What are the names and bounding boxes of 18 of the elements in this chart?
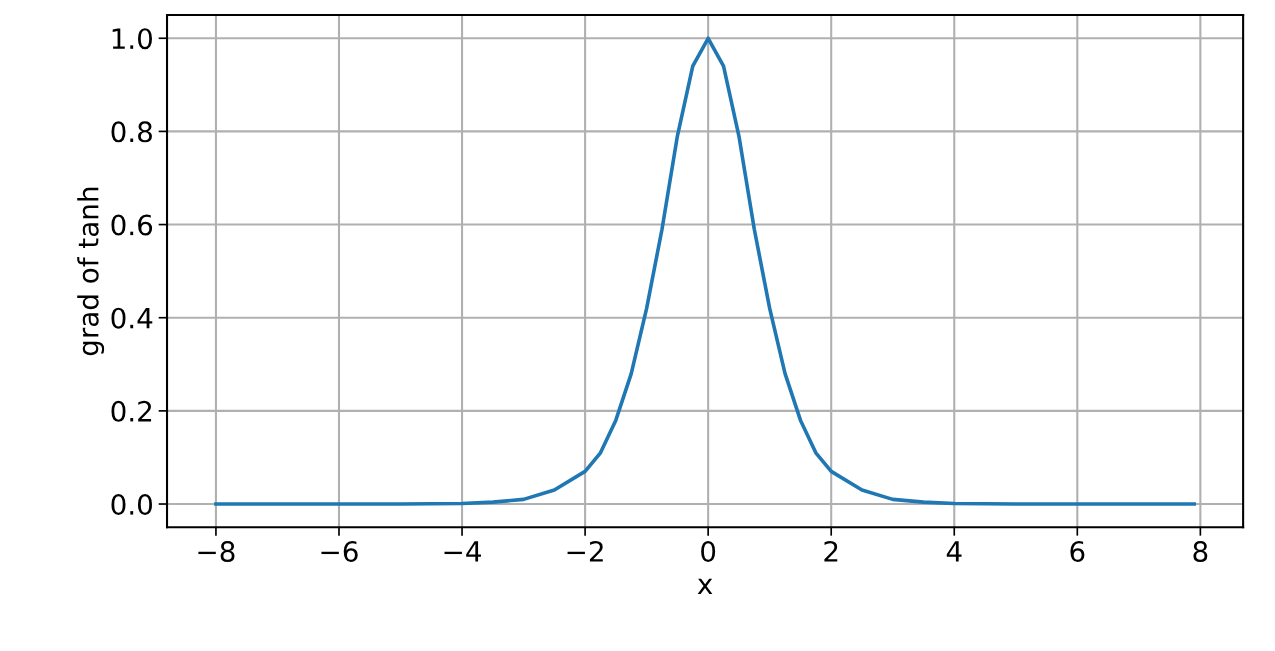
- x-tick-label: −6: [321, 540, 358, 563]
- x-tick-label: 6: [1070, 540, 1085, 563]
- y-tick-label: 0.6: [111, 214, 153, 236]
- x-tick-label: 8: [1193, 540, 1208, 563]
- y-tick-label: 0.2: [111, 400, 152, 422]
- x-tick-label: 0: [701, 540, 716, 563]
- y-axis-title: grad of tanh: [77, 187, 105, 356]
- x-tick-label: −8: [198, 540, 235, 563]
- x-axis-title: x: [697, 578, 713, 595]
- x-tick-label: 2: [824, 540, 838, 562]
- x-tick-label: −2: [567, 540, 603, 562]
- line-series: [214, 36, 1197, 506]
- y-tick-label: 0.0: [111, 493, 152, 515]
- y-tick-label: 1.0: [112, 28, 152, 50]
- x-tick-label: 4: [946, 541, 962, 562]
- x-tick-label: −4: [444, 541, 481, 562]
- y-tick-label: 0.8: [111, 121, 152, 143]
- y-tick-label: 0.4: [111, 307, 153, 329]
